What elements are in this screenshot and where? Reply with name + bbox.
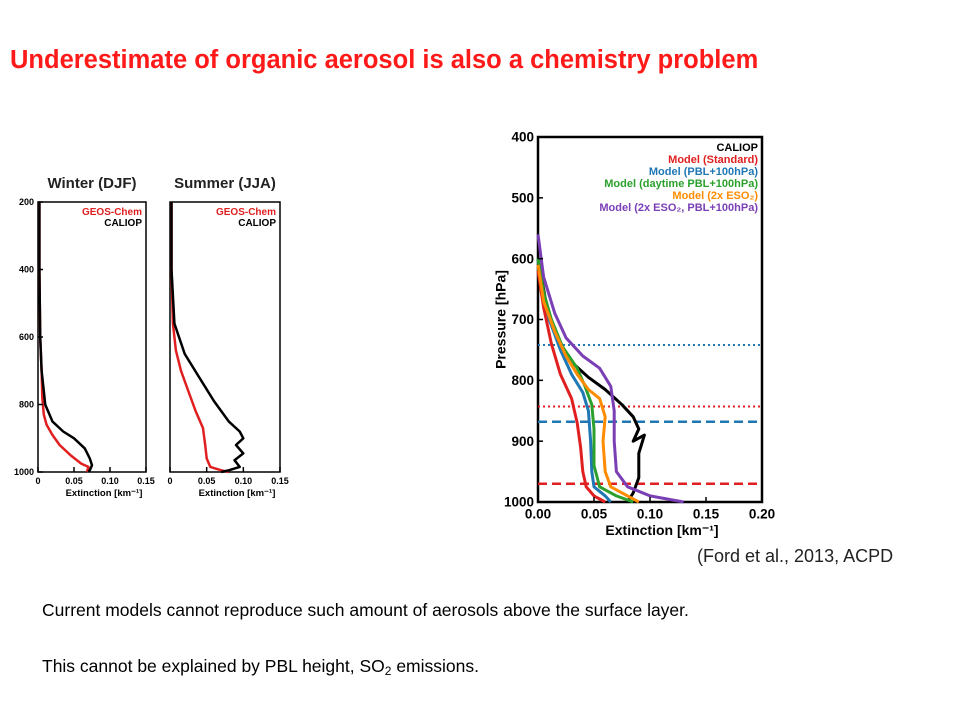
y-tick-label: 200 [19, 197, 34, 207]
y-tick-label: 900 [511, 434, 534, 449]
slide-title: Underestimate of organic aerosol is also… [10, 46, 759, 74]
x-tick-label: 0.05 [581, 507, 608, 522]
series-line-caliop [38, 202, 94, 473]
series-line-model-2x-eso [536, 264, 640, 504]
series-line-model-daytime-pbl-100hpa [536, 258, 634, 504]
x-tick-label: 0.15 [693, 507, 720, 522]
legend-entry-model-2x-eso: Model (2x ESO₂) [672, 190, 758, 202]
legend-entry-model-standard: Model (Standard) [668, 154, 758, 166]
legend-entry-model-2x-eso-pbl-100hpa: Model (2x ESO₂, PBL+100hPa) [599, 202, 758, 214]
body-text-line-1: Current models cannot reproduce such amo… [42, 600, 689, 620]
body-text-line-2: This cannot be explained by PBL height, … [42, 656, 479, 678]
x-tick-label: 0.15 [137, 476, 155, 486]
body-text-line-2-end: emissions. [391, 656, 479, 676]
x-tick-label: 0 [35, 476, 40, 486]
legend-entry-geos-chem: GEOS-Chem [82, 207, 142, 218]
y-tick-label: 800 [511, 373, 534, 388]
x-axis-label: Extinction [km⁻¹] [605, 522, 718, 538]
series-line-model-2x-eso-pbl-100hpa [536, 234, 684, 504]
y-tick-label: 600 [511, 251, 534, 266]
x-axis-label: Extinction [km⁻¹] [199, 488, 276, 499]
x-axis-label: Extinction [km⁻¹] [66, 488, 143, 499]
series-line-model-standard [536, 270, 606, 504]
legend-entry-caliop: CALIOP [238, 218, 276, 229]
y-tick-label: 1000 [14, 467, 34, 477]
x-tick-label: 0.20 [749, 507, 775, 522]
plot-frame [37, 201, 147, 473]
legend-entry-caliop: CALIOP [104, 218, 142, 229]
plot-frame [169, 201, 281, 473]
y-tick-label: 600 [19, 332, 34, 342]
y-tick-label: 1000 [504, 495, 534, 510]
x-tick-label: 0 [167, 476, 172, 486]
y-tick-label: 800 [19, 400, 34, 410]
legend-entry-geos-chem: GEOS-Chem [216, 207, 276, 218]
series-line-caliop [170, 202, 245, 474]
body-text-line-2-start: This cannot be explained by PBL height, … [42, 656, 385, 676]
legend-entry-model-pbl-100hpa: Model (PBL+100hPa) [649, 166, 758, 178]
citation: (Ford et al., 2013, ACPD [697, 546, 894, 566]
y-axis-label: Pressure [hPa] [493, 270, 509, 369]
y-tick-label: 500 [511, 191, 534, 206]
x-tick-label: 0.15 [271, 476, 289, 486]
legend-entry-caliop: CALIOP [716, 142, 758, 154]
x-tick-label: 0.10 [637, 507, 663, 522]
series-line-geos-chem [170, 202, 229, 474]
chart-title: Winter (DJF) [47, 175, 136, 192]
so2-subscript: 2 [384, 664, 392, 678]
chart-title: Summer (JJA) [174, 175, 276, 192]
x-tick-label: 0.10 [101, 476, 119, 486]
x-tick-label: 0.05 [198, 476, 216, 486]
x-tick-label: 0.10 [235, 476, 253, 486]
y-tick-label: 700 [511, 312, 534, 327]
y-tick-label: 400 [511, 130, 534, 145]
summer-chart: 0 0.05 0.10 0.15 Extinction [km⁻¹] Summer (JJ… [167, 175, 289, 499]
x-tick-label: 0.05 [65, 476, 83, 486]
x-tick-label: 0.00 [525, 507, 551, 522]
y-tick-label: 400 [19, 265, 34, 275]
legend-entry-model-daytime-pbl-100hpa: Model (daytime PBL+100hPa) [604, 178, 758, 190]
